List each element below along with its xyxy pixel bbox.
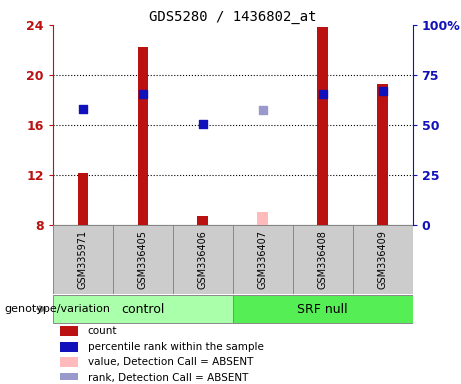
Text: SRF null: SRF null bbox=[297, 303, 348, 316]
Bar bbox=[137, 48, 148, 225]
Text: GSM336406: GSM336406 bbox=[198, 230, 208, 289]
Point bbox=[259, 107, 266, 113]
Point bbox=[139, 91, 147, 97]
Bar bbox=[377, 84, 388, 225]
Text: control: control bbox=[121, 303, 165, 316]
Text: rank, Detection Call = ABSENT: rank, Detection Call = ABSENT bbox=[88, 373, 248, 383]
Bar bbox=[77, 174, 89, 225]
Text: GSM336409: GSM336409 bbox=[378, 230, 388, 289]
Bar bbox=[53, 295, 233, 323]
Point bbox=[199, 121, 207, 127]
Point bbox=[79, 106, 87, 112]
Text: GSM336405: GSM336405 bbox=[138, 230, 148, 289]
Bar bbox=[173, 225, 233, 294]
Bar bbox=[60, 326, 78, 336]
Bar bbox=[53, 225, 113, 294]
Bar bbox=[293, 225, 353, 294]
Bar bbox=[197, 216, 208, 225]
Point bbox=[319, 91, 326, 97]
Text: count: count bbox=[88, 326, 117, 336]
Text: value, Detection Call = ABSENT: value, Detection Call = ABSENT bbox=[88, 358, 253, 367]
Bar bbox=[233, 295, 413, 323]
Title: GDS5280 / 1436802_at: GDS5280 / 1436802_at bbox=[149, 10, 317, 24]
Text: GSM336408: GSM336408 bbox=[318, 230, 328, 289]
Bar bbox=[113, 225, 173, 294]
Bar bbox=[60, 342, 78, 352]
Text: GSM336407: GSM336407 bbox=[258, 230, 268, 289]
Bar bbox=[233, 225, 293, 294]
Text: percentile rank within the sample: percentile rank within the sample bbox=[88, 342, 264, 352]
Bar bbox=[257, 212, 268, 225]
Point bbox=[379, 88, 386, 94]
Text: GSM335971: GSM335971 bbox=[78, 230, 88, 289]
Bar bbox=[60, 373, 78, 383]
Bar bbox=[317, 28, 328, 225]
Text: genotype/variation: genotype/variation bbox=[5, 304, 111, 314]
Bar bbox=[353, 225, 413, 294]
Bar bbox=[60, 358, 78, 367]
